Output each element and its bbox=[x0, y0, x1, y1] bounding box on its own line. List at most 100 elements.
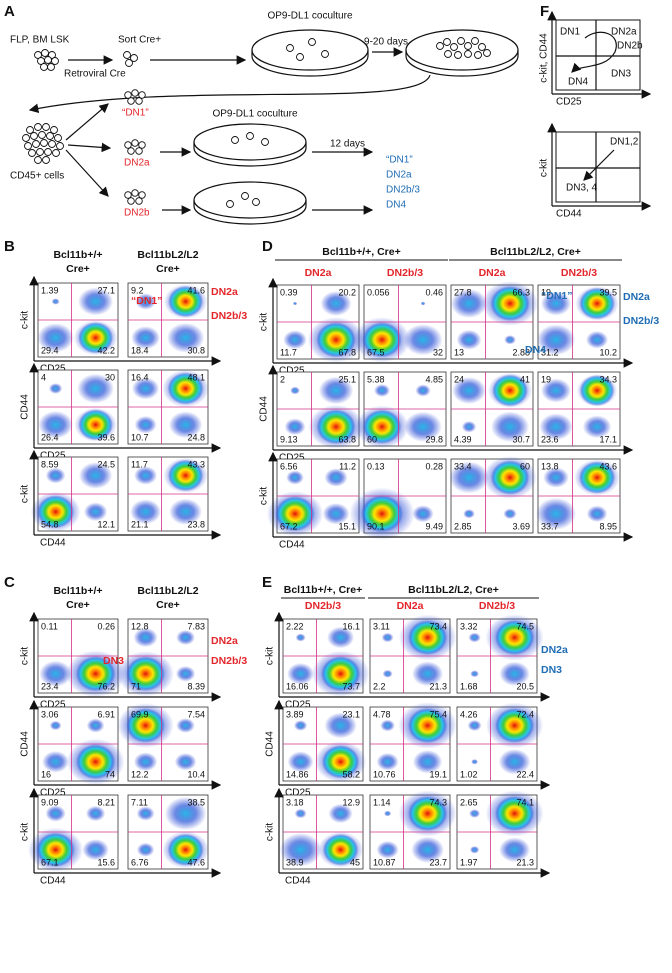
quadrant-percent: 30.7 bbox=[512, 434, 530, 444]
quadrant-percent: 27.1 bbox=[97, 285, 115, 295]
arrow bbox=[583, 149, 615, 181]
density bbox=[469, 809, 481, 818]
density-core bbox=[36, 832, 75, 867]
density-core bbox=[126, 656, 165, 692]
density bbox=[324, 468, 348, 487]
quadrant-percent: 47.6 bbox=[187, 857, 205, 867]
axis-label: CD44 bbox=[285, 876, 311, 887]
axis-label: c-kit bbox=[259, 313, 270, 332]
quadrant-percent: 22.4 bbox=[516, 769, 534, 779]
population-label: DN2a bbox=[623, 291, 650, 303]
quadrant-percent: 0.28 bbox=[425, 461, 443, 471]
density bbox=[49, 720, 62, 731]
quadrant-percent: 32 bbox=[433, 347, 443, 357]
output-label: DN4 bbox=[386, 200, 406, 211]
quadrant-percent: 3.32 bbox=[460, 621, 478, 631]
panel-label: B bbox=[4, 238, 15, 255]
density bbox=[133, 752, 158, 772]
quadrant-percent: 13.8 bbox=[541, 461, 559, 471]
quadrant-percent: 74 bbox=[105, 769, 115, 779]
label: OP9-DL1 coculture bbox=[267, 11, 352, 22]
density bbox=[295, 633, 306, 642]
density bbox=[471, 759, 478, 765]
arrow bbox=[67, 142, 112, 153]
quadrant-percent: 4.78 bbox=[373, 709, 391, 719]
density bbox=[380, 719, 395, 732]
axis-label: c-kit bbox=[539, 159, 550, 178]
quadrant-percent: 24 bbox=[454, 374, 464, 384]
density bbox=[582, 415, 612, 439]
quadrant-percent: 0.13 bbox=[367, 461, 385, 471]
quadrant-percent: 6.56 bbox=[280, 461, 298, 471]
population-label: DN2a bbox=[211, 286, 238, 298]
label: CD45+ cells bbox=[10, 171, 64, 182]
quadrant-percent: 4 bbox=[41, 372, 46, 382]
density bbox=[536, 497, 577, 530]
column-header: DN2b/3 bbox=[479, 600, 515, 612]
density bbox=[450, 288, 488, 319]
density bbox=[136, 842, 155, 857]
region-label: DN3 bbox=[611, 69, 631, 80]
panel-label: C bbox=[4, 574, 15, 591]
density bbox=[37, 323, 74, 353]
density bbox=[51, 298, 60, 305]
density bbox=[318, 376, 354, 405]
quadrant-percent: 10.2 bbox=[599, 347, 617, 357]
label: OP9-DL1 coculture bbox=[212, 109, 297, 120]
quadrant-percent: 31.2 bbox=[541, 347, 559, 357]
column-header: Cre+ bbox=[66, 263, 90, 275]
density bbox=[78, 462, 113, 489]
density bbox=[136, 806, 155, 821]
quadrant-percent: 38.9 bbox=[286, 857, 304, 867]
quadrant-percent: 30 bbox=[105, 372, 115, 382]
density bbox=[48, 383, 63, 394]
quadrant-percent: 74.1 bbox=[516, 797, 534, 807]
density-core bbox=[316, 322, 356, 358]
population-label: DN3 bbox=[103, 655, 124, 667]
region-label: DN1,2 bbox=[610, 137, 639, 148]
density-core bbox=[490, 285, 530, 322]
quadrant-percent: 10.7 bbox=[131, 432, 149, 442]
flow-plot: 0.056 0.46 67.5 32 bbox=[353, 284, 447, 363]
quadrant-percent: 3.06 bbox=[41, 709, 59, 719]
axis-label: CD44 bbox=[556, 209, 582, 220]
quadrant-percent: 4.39 bbox=[454, 434, 472, 444]
flow-plot: 2 25.1 9.13 63.8 bbox=[276, 371, 364, 449]
density bbox=[322, 503, 350, 525]
density-core bbox=[490, 460, 530, 495]
flow-plot: 33.4 60 2.85 3.69 bbox=[449, 456, 537, 534]
flow-plot: 12.8 7.83 71 8.39 bbox=[117, 618, 209, 697]
column-header: Cre+ bbox=[156, 599, 180, 611]
panel-label: F bbox=[540, 3, 549, 20]
label: 9-20 days bbox=[364, 37, 408, 48]
quadrant-percent: 8.95 bbox=[599, 521, 617, 531]
quadrant-percent: 19 bbox=[541, 374, 551, 384]
density bbox=[85, 805, 106, 822]
quadrant-percent: 58.2 bbox=[342, 769, 360, 779]
quadrant-percent: 11.7 bbox=[280, 347, 297, 357]
quadrant-percent: 11.2 bbox=[339, 461, 356, 471]
quadrant-percent: 2.65 bbox=[460, 797, 478, 807]
panel-d: D Bcl11b+/+, Cre+ Bcl11bL2/L2, Cre+ DN2a DN2… bbox=[259, 238, 660, 551]
quadrant-percent: 4.85 bbox=[425, 374, 443, 384]
density-core bbox=[495, 708, 534, 743]
density bbox=[404, 411, 442, 442]
density bbox=[131, 326, 161, 350]
quadrant-percent: 6.91 bbox=[97, 709, 115, 719]
quadrant-percent: 21.1 bbox=[131, 519, 149, 529]
panel-b: B Bcl11b+/+ Cre+ Bcl11bL2/L2 Cre+ 1.39 27.1 29.… bbox=[4, 238, 247, 549]
flow-plot: 3.32 74.5 1.68 20.5 bbox=[456, 614, 544, 694]
axis-label: c-kit bbox=[265, 823, 276, 842]
density bbox=[284, 418, 306, 436]
density bbox=[293, 720, 308, 731]
axis-label: c-kit bbox=[20, 823, 31, 842]
density bbox=[376, 840, 399, 859]
quadrant-percent: 26.4 bbox=[41, 432, 59, 442]
density-core bbox=[167, 833, 204, 866]
population-label: “DN1” bbox=[131, 295, 163, 307]
quadrant-percent: 27.8 bbox=[454, 287, 472, 297]
axis-label: CD25 bbox=[285, 700, 311, 711]
flow-plot: 3.06 6.91 16 74 bbox=[37, 706, 125, 785]
density-core bbox=[408, 795, 448, 832]
flow-plot: 0.13 0.28 90.1 9.49 bbox=[349, 458, 447, 540]
